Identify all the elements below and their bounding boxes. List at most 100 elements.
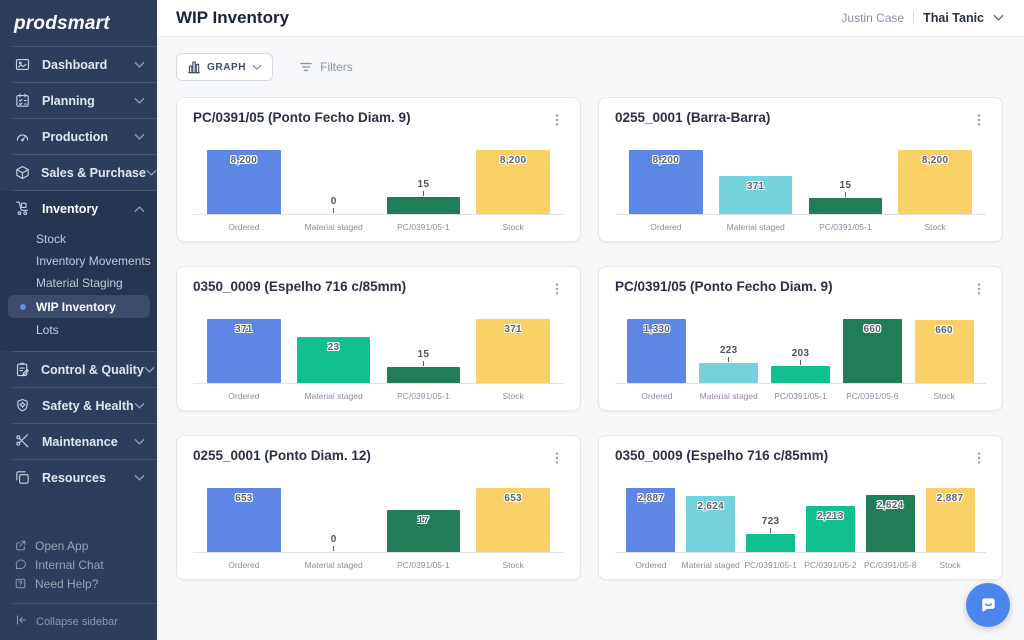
bar[interactable]: 2,887 — [626, 488, 676, 552]
chart-card: 0350_0009 (Espelho 716 c/85mm) 2,887 2,624… — [598, 435, 1003, 580]
category-label: PC/0391/05-2 — [804, 560, 857, 570]
nav-section: Resources — [0, 460, 157, 495]
divider — [13, 190, 157, 191]
sidebar-item-inventory[interactable]: Inventory — [0, 191, 157, 226]
bar[interactable]: 1,330 — [627, 319, 687, 383]
bar[interactable]: 8,200 — [207, 150, 281, 214]
bar-column: 203 — [765, 305, 837, 383]
sidebar-item-label: Maintenance — [42, 434, 118, 449]
bar[interactable] — [808, 198, 883, 214]
bar[interactable]: 371 — [207, 319, 281, 383]
divider — [13, 118, 157, 119]
category-label: Material staged — [726, 222, 785, 232]
bar[interactable]: 8,200 — [898, 150, 972, 214]
internal-chat-icon — [14, 558, 27, 571]
account-menu[interactable]: Justin Case Thai Tanic — [841, 11, 1004, 25]
bar[interactable]: 653 — [207, 488, 281, 552]
bar[interactable]: 653 — [476, 488, 550, 552]
nav-section: Safety & Health — [0, 388, 157, 423]
axis-line — [615, 383, 986, 384]
sidebar-item-inventory-movements[interactable]: Inventory Movements — [0, 250, 157, 272]
bar[interactable]: 2,624 — [686, 496, 736, 552]
bar-value-label: 2,887 — [936, 493, 964, 504]
sidebar-item-dashboard[interactable]: Dashboard — [0, 47, 157, 82]
collapse-sidebar-button[interactable]: Collapse sidebar — [0, 613, 157, 630]
sidebar-item-wip-inventory[interactable]: WIP Inventory — [8, 295, 150, 318]
sidebar-item-sales-purchase[interactable]: Sales & Purchase — [0, 155, 157, 190]
sidebar-item-planning[interactable]: Planning — [0, 83, 157, 118]
bar-value-label: 660 — [863, 324, 882, 335]
nav-section: Planning — [0, 83, 157, 118]
bar[interactable]: 660 — [914, 320, 974, 383]
category-label: Material staged — [699, 391, 758, 401]
filters-button[interactable]: Filters — [299, 60, 353, 74]
category-label: Stock — [924, 222, 946, 232]
sidebar-item-label: Inventory — [42, 201, 99, 216]
bar[interactable]: 8,200 — [629, 150, 703, 214]
bar[interactable]: 2,213 — [805, 506, 855, 552]
category-label: Stock — [502, 560, 524, 570]
kebab-menu-button[interactable] — [970, 448, 988, 468]
label-tick — [422, 361, 424, 366]
bar-column: 2,213 — [800, 474, 860, 552]
kebab-menu-button[interactable] — [970, 110, 988, 130]
bar-value-label: 653 — [504, 493, 522, 504]
bar-value-label: 15 — [379, 179, 469, 196]
sidebar-item-resources[interactable]: Resources — [0, 460, 157, 495]
bar-column: 2,624 — [860, 474, 920, 552]
internal-chat-link[interactable]: Internal Chat — [0, 555, 157, 574]
chart-card: PC/0391/05 (Ponto Fecho Diam. 9) 1,330 223… — [598, 266, 1003, 411]
bar-value-label: 2,624 — [697, 501, 724, 512]
bar[interactable]: 660 — [842, 319, 902, 383]
graph-view-button[interactable]: GRAPH — [176, 53, 274, 81]
bar[interactable] — [386, 197, 461, 214]
sidebar-nav: Dashboard Planning Production Sales & Purch… — [0, 47, 157, 536]
bar[interactable]: 2,624 — [865, 495, 915, 552]
bar[interactable]: 8,200 — [476, 150, 550, 214]
divider — [13, 603, 157, 604]
sidebar-item-production[interactable]: Production — [0, 119, 157, 154]
bar[interactable] — [699, 363, 759, 383]
bar[interactable]: 2,887 — [925, 488, 975, 552]
bar[interactable] — [386, 367, 461, 383]
sidebar-item-stock[interactable]: Stock — [0, 228, 157, 250]
kebab-menu-button[interactable] — [548, 448, 566, 468]
bar-column: 660 — [908, 305, 980, 383]
sidebar-item-safety-health[interactable]: Safety & Health — [0, 388, 157, 423]
bar[interactable]: 17 — [386, 510, 461, 552]
chart-card: 0350_0009 (Espelho 716 c/85mm) 371 23 15 371… — [176, 266, 581, 411]
chart-card-title: PC/0391/05 (Ponto Fecho Diam. 9) — [615, 279, 833, 294]
main-content: WIP Inventory Justin Case Thai Tanic GRA… — [157, 0, 1024, 640]
label-tick — [333, 546, 335, 551]
bar-column: 15 — [379, 136, 469, 214]
kebab-menu-button[interactable] — [548, 110, 566, 130]
bar[interactable]: 371 — [718, 176, 793, 214]
chart-card: 0255_0001 (Ponto Diam. 12) 653 0 17 653 Order… — [176, 435, 581, 580]
bar[interactable] — [771, 366, 830, 383]
kebab-menu-button[interactable] — [548, 279, 566, 299]
bar[interactable]: 23 — [296, 337, 371, 383]
sidebar-item-lots[interactable]: Lots — [0, 319, 157, 341]
kebab-menu-button[interactable] — [970, 279, 988, 299]
maintenance-icon — [14, 433, 32, 451]
sidebar-item-maintenance[interactable]: Maintenance — [0, 424, 157, 459]
divider — [13, 459, 157, 460]
bar-column: 2,887 — [621, 474, 681, 552]
open-app-link[interactable]: Open App — [0, 536, 157, 555]
bar[interactable] — [746, 534, 796, 552]
bar-chart: 371 23 15 371 Ordered Material staged PC/0391/… — [191, 305, 566, 401]
bar-column: 15 — [379, 305, 469, 383]
label-tick — [844, 192, 846, 197]
need-help-link[interactable]: Need Help? — [0, 574, 157, 593]
sidebar-item-material-staging[interactable]: Material Staging — [0, 272, 157, 294]
category-label: Material staged — [304, 560, 363, 570]
axis-line — [193, 383, 564, 384]
bar[interactable]: 371 — [476, 319, 550, 383]
bar-value-label: 371 — [504, 324, 522, 335]
divider — [13, 154, 157, 155]
sidebar-item-control-quality[interactable]: Control & Quality — [0, 352, 157, 387]
chat-launcher-button[interactable] — [966, 583, 1010, 627]
sidebar-footer: Open App Internal Chat Need Help? Collapse… — [0, 536, 157, 640]
active-dot — [20, 303, 26, 310]
